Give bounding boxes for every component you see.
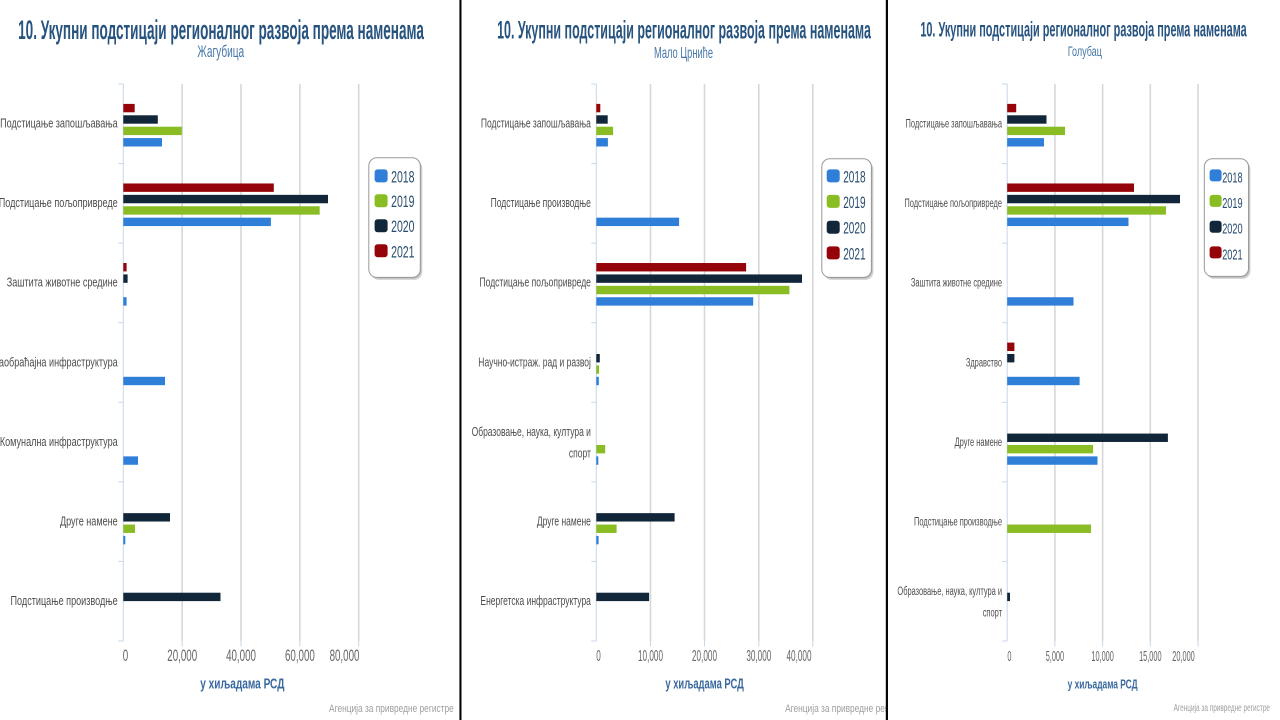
- svg-text:Подстицање запошљавања: Подстицање запошљавања: [906, 118, 1003, 131]
- svg-text:2020: 2020: [391, 217, 414, 236]
- svg-text:10. Укупни подстицаји регионал: 10. Укупни подстицаји регионалног развој…: [920, 18, 1247, 42]
- svg-text:Образовање, наука, култура и: Образовање, наука, култура и: [472, 425, 591, 439]
- svg-text:у хиљадама РСД: у хиљадама РСД: [665, 675, 744, 692]
- svg-text:15,000: 15,000: [1139, 650, 1161, 665]
- svg-text:Жагубица: Жагубица: [197, 43, 244, 61]
- svg-text:Подстицање пољопривреде: Подстицање пољопривреде: [480, 276, 591, 290]
- svg-text:20,000: 20,000: [167, 646, 197, 664]
- svg-text:Друге намене: Друге намене: [60, 515, 118, 529]
- svg-text:2021: 2021: [1222, 246, 1242, 263]
- svg-text:10,000: 10,000: [638, 647, 663, 665]
- svg-text:Здравство: Здравство: [966, 357, 1002, 370]
- svg-text:Подстицање запошљавања: Подстицање запошљавања: [0, 117, 118, 131]
- svg-text:80,000: 80,000: [330, 646, 360, 664]
- svg-text:Енергетска инфраструктура: Енергетска инфраструктура: [480, 594, 591, 608]
- svg-text:0: 0: [596, 647, 601, 665]
- svg-text:10. Укупни подстицаји регионал: 10. Укупни подстицаји регионалног развој…: [18, 15, 424, 45]
- svg-text:Подстицање запошљавања: Подстицање запошљавања: [481, 117, 592, 131]
- svg-text:Подстицање пољопривреде: Подстицање пољопривреде: [904, 198, 1002, 211]
- svg-text:Научно-истраж. рад и развој: Научно-истраж. рад и развој: [478, 356, 591, 370]
- svg-text:2018: 2018: [843, 168, 865, 186]
- svg-text:Подстицање производње: Подстицање производње: [11, 594, 118, 608]
- svg-text:2019: 2019: [843, 193, 865, 211]
- svg-text:40,000: 40,000: [226, 646, 256, 664]
- svg-text:2020: 2020: [843, 219, 866, 237]
- svg-text:20,000: 20,000: [1172, 650, 1194, 665]
- svg-text:2020: 2020: [1222, 220, 1242, 237]
- svg-text:Голубац: Голубац: [1068, 44, 1102, 59]
- svg-text:у хиљадама РСД: у хиљадама РСД: [200, 674, 284, 692]
- svg-text:2021: 2021: [843, 245, 865, 263]
- svg-text:Комунална инфраструктура: Комунална инфраструктура: [0, 435, 118, 449]
- svg-text:Подстицање производње: Подстицање производње: [491, 197, 591, 211]
- svg-text:20,000: 20,000: [692, 647, 717, 665]
- svg-text:спорт: спорт: [569, 447, 591, 461]
- svg-text:спорт: спорт: [983, 607, 1003, 620]
- svg-text:Мало Црниће: Мало Црниће: [654, 43, 713, 61]
- svg-text:Образовање, наука, култура и: Образовање, наука, култура и: [897, 584, 1002, 599]
- svg-text:Заштита животне средине: Заштита животне средине: [7, 276, 118, 290]
- svg-text:2019: 2019: [391, 192, 414, 211]
- svg-text:10. Укупни подстицаји регионал: 10. Укупни подстицаји регионалног развој…: [497, 17, 871, 45]
- svg-text:Агенција за привредне регистре: Агенција за привредне регистре: [785, 703, 910, 715]
- svg-text:0: 0: [123, 646, 128, 664]
- svg-text:Друге намене: Друге намене: [955, 436, 1003, 449]
- svg-text:Подстицање производње: Подстицање производње: [914, 516, 1002, 529]
- svg-text:2021: 2021: [391, 242, 414, 261]
- svg-text:Друге намене: Друге намене: [537, 515, 591, 529]
- svg-text:40,000: 40,000: [787, 647, 812, 665]
- svg-text:Подстицање пољопривреде: Подстицање пољопривреде: [0, 197, 118, 211]
- svg-text:2018: 2018: [391, 167, 414, 186]
- svg-text:5,000: 5,000: [1046, 650, 1064, 665]
- svg-text:у хиљадама РСД: у хиљадама РСД: [1068, 678, 1138, 692]
- svg-text:Саобраћајна инфраструктура: Саобраћајна инфраструктура: [0, 356, 118, 370]
- svg-text:Заштита животне средине: Заштита животне средине: [911, 277, 1002, 290]
- svg-text:30,000: 30,000: [746, 647, 771, 665]
- svg-text:2019: 2019: [1222, 195, 1242, 212]
- svg-text:Агенција за привредне регистре: Агенција за привредне регистре: [329, 703, 454, 715]
- svg-text:60,000: 60,000: [285, 646, 315, 664]
- svg-text:0: 0: [1007, 650, 1011, 665]
- svg-text:2018: 2018: [1222, 169, 1242, 186]
- svg-text:Агенција за привредне регистре: Агенција за привредне регистре: [1174, 701, 1271, 713]
- svg-text:10,000: 10,000: [1091, 650, 1113, 665]
